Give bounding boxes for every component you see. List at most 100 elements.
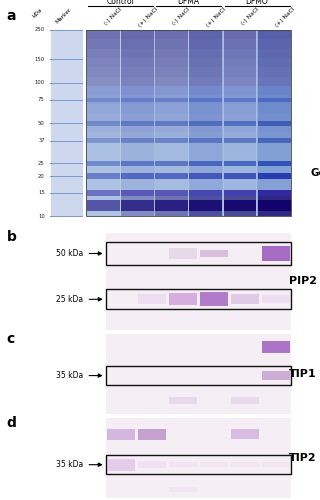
Text: a: a bbox=[6, 9, 16, 23]
Text: (+) NaCl: (+) NaCl bbox=[206, 7, 227, 28]
Bar bbox=[169, 488, 197, 492]
Text: 75: 75 bbox=[38, 97, 45, 102]
Bar bbox=[189, 190, 222, 196]
Bar bbox=[258, 160, 291, 170]
Bar bbox=[155, 190, 188, 196]
Bar bbox=[121, 190, 154, 196]
Bar bbox=[87, 39, 120, 48]
Bar bbox=[258, 138, 291, 143]
Text: c: c bbox=[6, 332, 15, 346]
Bar bbox=[155, 132, 188, 141]
Bar bbox=[258, 58, 291, 67]
Bar bbox=[155, 30, 188, 39]
Bar bbox=[258, 30, 291, 39]
Bar bbox=[169, 248, 197, 258]
Bar bbox=[258, 170, 291, 179]
Bar bbox=[189, 207, 222, 216]
Bar bbox=[87, 95, 120, 104]
Bar bbox=[121, 67, 154, 76]
Bar bbox=[189, 58, 222, 67]
Bar bbox=[189, 39, 222, 48]
Bar bbox=[87, 114, 120, 123]
Bar bbox=[87, 104, 120, 114]
Bar bbox=[189, 76, 222, 86]
Bar bbox=[224, 196, 256, 216]
Text: kDa: kDa bbox=[32, 7, 44, 18]
Bar bbox=[258, 200, 291, 211]
Bar bbox=[121, 104, 154, 114]
Bar bbox=[224, 188, 256, 198]
Bar bbox=[155, 160, 188, 170]
Bar bbox=[262, 295, 290, 304]
Bar bbox=[155, 174, 188, 179]
Bar bbox=[155, 123, 188, 132]
Bar bbox=[224, 138, 256, 143]
Bar bbox=[121, 138, 154, 143]
Bar bbox=[224, 76, 256, 86]
Bar bbox=[224, 160, 256, 170]
Bar bbox=[169, 462, 197, 467]
Bar bbox=[87, 188, 120, 198]
Bar bbox=[189, 114, 222, 123]
Bar bbox=[155, 138, 188, 143]
Bar bbox=[189, 142, 222, 151]
Bar bbox=[121, 160, 154, 170]
Bar bbox=[155, 196, 188, 216]
Bar bbox=[87, 48, 120, 58]
Bar bbox=[87, 132, 120, 141]
Bar bbox=[86, 30, 121, 216]
Bar bbox=[231, 294, 259, 304]
Bar bbox=[189, 98, 222, 102]
Text: 20: 20 bbox=[38, 174, 45, 178]
Bar bbox=[189, 160, 222, 166]
Bar bbox=[258, 120, 291, 126]
Bar bbox=[224, 170, 256, 179]
Text: (-) NaCl: (-) NaCl bbox=[172, 7, 191, 26]
Bar bbox=[155, 30, 189, 216]
Bar bbox=[87, 160, 120, 166]
Bar bbox=[224, 67, 256, 76]
Bar bbox=[189, 48, 222, 58]
Bar bbox=[87, 58, 120, 67]
Text: (-) NaCl: (-) NaCl bbox=[240, 7, 260, 26]
Bar bbox=[87, 170, 120, 179]
Text: 35 kDa: 35 kDa bbox=[56, 460, 83, 469]
Bar bbox=[121, 120, 154, 126]
Bar bbox=[87, 67, 120, 76]
Bar bbox=[258, 179, 291, 188]
Bar bbox=[138, 462, 166, 468]
Text: DFMA: DFMA bbox=[178, 0, 200, 6]
Bar bbox=[87, 174, 120, 179]
Bar bbox=[87, 190, 120, 196]
Bar bbox=[224, 132, 256, 141]
Bar bbox=[87, 151, 120, 160]
Bar bbox=[155, 39, 188, 48]
Bar bbox=[121, 207, 154, 216]
Bar bbox=[155, 114, 188, 123]
Bar bbox=[224, 151, 256, 160]
Text: 50: 50 bbox=[38, 120, 45, 126]
Bar bbox=[155, 179, 188, 188]
Bar bbox=[87, 207, 120, 216]
Bar bbox=[258, 188, 291, 198]
Bar bbox=[224, 179, 256, 188]
Text: 25: 25 bbox=[38, 160, 45, 166]
Text: 37: 37 bbox=[38, 138, 45, 143]
Bar bbox=[155, 58, 188, 67]
Text: 10: 10 bbox=[38, 214, 45, 219]
Bar bbox=[258, 190, 291, 196]
Bar bbox=[189, 138, 222, 143]
Bar bbox=[189, 188, 222, 198]
Bar bbox=[155, 198, 188, 207]
Bar bbox=[224, 200, 256, 211]
Bar bbox=[106, 289, 291, 310]
Bar bbox=[155, 160, 188, 166]
Bar bbox=[121, 160, 154, 166]
Bar bbox=[262, 246, 290, 260]
Bar bbox=[258, 76, 291, 86]
Bar bbox=[155, 95, 188, 104]
Bar bbox=[223, 30, 257, 216]
Bar bbox=[224, 190, 256, 196]
Bar bbox=[87, 123, 120, 132]
Bar bbox=[258, 174, 291, 179]
